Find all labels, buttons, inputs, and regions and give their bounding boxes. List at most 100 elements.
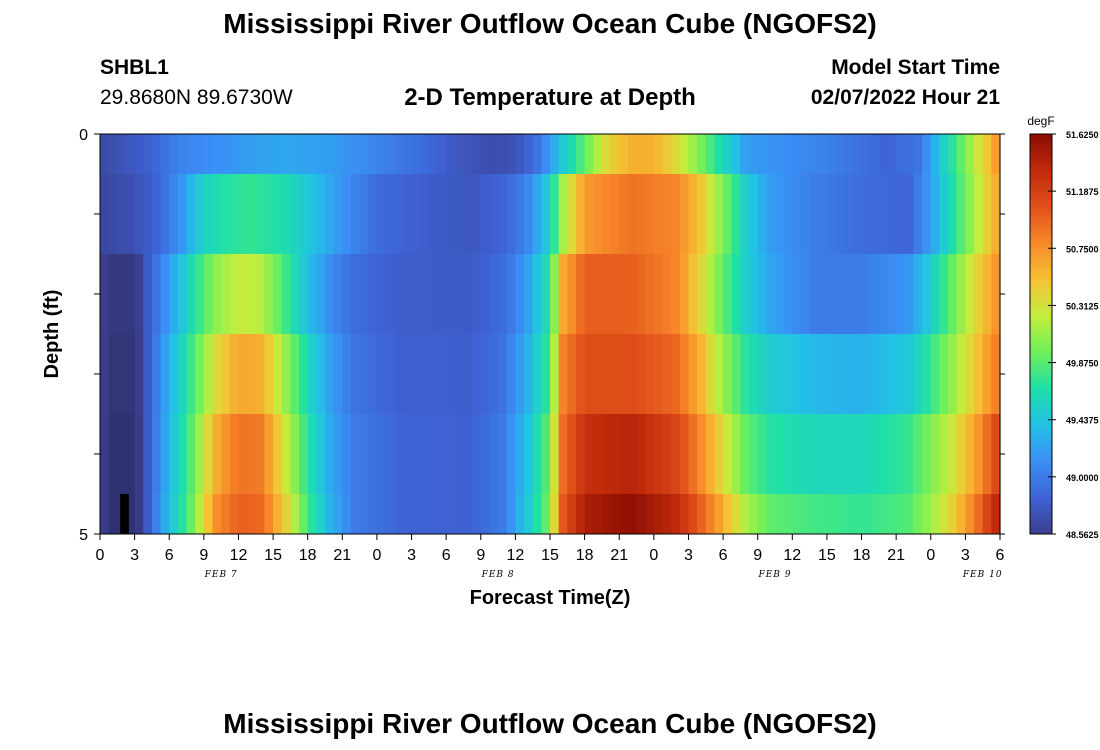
heatmap-cell bbox=[679, 494, 690, 534]
heatmap-cell bbox=[792, 254, 802, 334]
heatmap-cell bbox=[454, 414, 465, 494]
heatmap-cell bbox=[359, 174, 369, 254]
heatmap-cell bbox=[238, 254, 248, 334]
heatmap-cell bbox=[299, 414, 309, 494]
heatmap-cell bbox=[870, 414, 880, 494]
heatmap-cell bbox=[229, 134, 240, 174]
heatmap-cell bbox=[264, 494, 274, 534]
heatmap-cell bbox=[264, 134, 274, 174]
heatmap-cell bbox=[965, 134, 975, 174]
heatmap-cell bbox=[852, 334, 863, 414]
heatmap-cell bbox=[922, 494, 932, 534]
heatmap-cell bbox=[325, 134, 335, 174]
heatmap-cell bbox=[948, 414, 958, 494]
heatmap-cell bbox=[532, 134, 542, 174]
heatmap-cell bbox=[844, 414, 854, 494]
heatmap-cell bbox=[861, 134, 871, 174]
heatmap-cell bbox=[749, 254, 759, 334]
heatmap-cell bbox=[186, 174, 196, 254]
heatmap-cell bbox=[368, 134, 378, 174]
heatmap-cell bbox=[177, 254, 188, 334]
heatmap-cell bbox=[974, 494, 984, 534]
heatmap-cell bbox=[143, 134, 153, 174]
heatmap-cell bbox=[498, 334, 508, 414]
heatmap-cell bbox=[247, 334, 257, 414]
heatmap-cell bbox=[861, 334, 871, 414]
chart-subtitle: 2-D Temperature at Depth bbox=[404, 84, 696, 111]
heatmap-cell bbox=[255, 494, 266, 534]
heatmap-cell bbox=[731, 134, 741, 174]
heatmap-cell bbox=[151, 174, 162, 254]
heatmap-cell bbox=[982, 414, 992, 494]
heatmap-cell bbox=[402, 254, 413, 334]
heatmap-cell bbox=[636, 254, 646, 334]
heatmap-cell bbox=[705, 254, 716, 334]
heatmap-cell bbox=[558, 414, 568, 494]
heatmap-cell bbox=[896, 334, 906, 414]
heatmap-cell bbox=[662, 174, 672, 254]
heatmap-cell bbox=[463, 334, 473, 414]
heatmap-cell bbox=[100, 414, 110, 494]
heatmap-cell bbox=[229, 174, 240, 254]
heatmap-cell bbox=[723, 134, 733, 174]
heatmap-cell bbox=[948, 174, 958, 254]
heatmap-cell bbox=[541, 254, 551, 334]
heatmap-cell bbox=[307, 494, 317, 534]
heatmap-cell bbox=[627, 414, 638, 494]
heatmap-cell bbox=[454, 254, 465, 334]
heatmap-cell bbox=[238, 494, 248, 534]
heatmap-cell bbox=[446, 254, 456, 334]
heatmap-cell bbox=[212, 254, 222, 334]
heatmap-cell bbox=[541, 174, 551, 254]
heatmap-cell bbox=[575, 174, 586, 254]
heatmap-cell bbox=[108, 494, 118, 534]
heatmap-cell bbox=[273, 334, 283, 414]
heatmap-cell bbox=[342, 254, 352, 334]
heatmap-cell bbox=[705, 134, 716, 174]
heatmap-cell bbox=[221, 414, 231, 494]
heatmap-cell bbox=[835, 494, 845, 534]
colorbar-tick-label: 50.3125 bbox=[1066, 301, 1099, 311]
heatmap-cell bbox=[359, 494, 369, 534]
heatmap-cell bbox=[852, 414, 863, 494]
heatmap-cell bbox=[844, 134, 854, 174]
heatmap-cell bbox=[169, 494, 179, 534]
heatmap-cell bbox=[645, 254, 655, 334]
heatmap-cell bbox=[480, 494, 491, 534]
heatmap-cell bbox=[887, 494, 897, 534]
heatmap-cell bbox=[489, 334, 499, 414]
heatmap-cell bbox=[247, 494, 257, 534]
heatmap-cell bbox=[524, 134, 534, 174]
heatmap-cell bbox=[524, 414, 534, 494]
heatmap-cell bbox=[697, 254, 707, 334]
heatmap-cell bbox=[134, 254, 144, 334]
heatmap-cell bbox=[169, 414, 179, 494]
heatmap-cell bbox=[428, 254, 439, 334]
heatmap-cell bbox=[151, 134, 162, 174]
heatmap-cell bbox=[870, 174, 880, 254]
heatmap-cell bbox=[610, 174, 620, 254]
heatmap-cell bbox=[835, 134, 845, 174]
heatmap-cell bbox=[991, 334, 1001, 414]
heatmap-cell bbox=[922, 414, 932, 494]
heatmap-cell bbox=[195, 494, 205, 534]
heatmap-cell bbox=[775, 414, 785, 494]
heatmap-cell bbox=[446, 414, 456, 494]
heatmap-cell bbox=[723, 414, 733, 494]
heatmap-cell bbox=[688, 254, 698, 334]
heatmap-cell bbox=[939, 334, 949, 414]
date-label: FEB 10 bbox=[962, 570, 1003, 580]
heatmap-cell bbox=[567, 414, 577, 494]
heatmap-cell bbox=[930, 334, 941, 414]
heatmap-cell bbox=[541, 134, 551, 174]
heatmap-cell bbox=[437, 134, 447, 174]
heatmap-cell bbox=[212, 334, 222, 414]
heatmap-cell bbox=[956, 334, 966, 414]
heatmap-cell bbox=[991, 134, 1001, 174]
heatmap-cell bbox=[792, 174, 802, 254]
heatmap-cell bbox=[420, 334, 430, 414]
heatmap-cell bbox=[939, 254, 949, 334]
heatmap-cell bbox=[887, 174, 897, 254]
heatmap-cell bbox=[428, 334, 439, 414]
heatmap-cell bbox=[601, 254, 612, 334]
